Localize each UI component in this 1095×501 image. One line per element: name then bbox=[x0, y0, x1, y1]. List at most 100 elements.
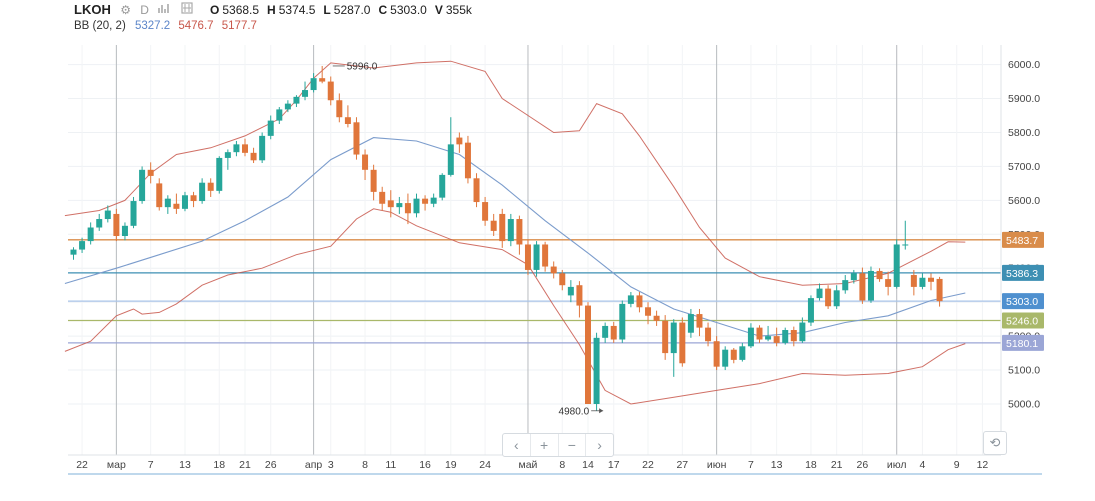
candle bbox=[190, 191, 197, 208]
candle bbox=[473, 173, 480, 208]
candle-body bbox=[224, 152, 231, 158]
candle bbox=[353, 117, 360, 160]
candle bbox=[87, 222, 94, 245]
candle-body bbox=[490, 220, 497, 231]
candle bbox=[499, 208, 506, 248]
bb-legend: BB (20, 2) 5327.2 5476.7 5177.7 bbox=[74, 20, 257, 32]
candle bbox=[928, 273, 934, 291]
candle-body bbox=[705, 327, 712, 342]
zoom-out-button[interactable]: − bbox=[559, 434, 587, 456]
candle-body bbox=[242, 144, 248, 153]
candle-body bbox=[859, 273, 866, 301]
candle-body bbox=[842, 280, 849, 291]
candle bbox=[567, 280, 574, 303]
scroll-left-button[interactable]: ‹ bbox=[503, 434, 531, 456]
candle-body bbox=[336, 100, 343, 118]
time-tick-label: 3 bbox=[328, 459, 334, 471]
candle-body bbox=[87, 227, 94, 242]
candle bbox=[542, 241, 549, 272]
candle-body bbox=[713, 341, 720, 367]
candle-body bbox=[756, 327, 763, 340]
candle bbox=[96, 213, 103, 231]
price-label-box bbox=[1002, 293, 1044, 310]
candle-body bbox=[233, 144, 240, 153]
candle-body bbox=[739, 346, 746, 360]
price-label-box bbox=[1002, 264, 1044, 281]
candle bbox=[645, 302, 652, 325]
candle-body bbox=[747, 327, 754, 347]
candle-body bbox=[216, 157, 223, 191]
price-tick-label: 5700.0 bbox=[1008, 161, 1040, 173]
candle bbox=[413, 193, 420, 218]
interval-label[interactable]: D bbox=[140, 3, 149, 17]
candle bbox=[370, 164, 377, 201]
ohlc-value: 5368.5 bbox=[222, 3, 260, 17]
candle bbox=[113, 208, 120, 242]
time-tick-label: 9 bbox=[954, 459, 960, 471]
candle bbox=[867, 266, 874, 303]
candle-body bbox=[722, 349, 729, 367]
candle bbox=[670, 319, 677, 377]
candle-body bbox=[430, 197, 437, 204]
candle bbox=[773, 327, 780, 347]
candle-body bbox=[319, 78, 326, 82]
bar-chart-icon[interactable] bbox=[158, 3, 174, 17]
candle-body bbox=[567, 286, 574, 296]
candle-body bbox=[370, 169, 377, 192]
time-tick-label: 14 bbox=[582, 459, 594, 471]
time-tick-label: 19 bbox=[445, 459, 457, 471]
candle bbox=[893, 239, 900, 289]
symbol-label[interactable]: LKOH bbox=[74, 2, 111, 17]
reset-chart-button[interactable]: ⟲ bbox=[983, 431, 1007, 455]
candle-body bbox=[413, 198, 420, 214]
candle-body bbox=[910, 275, 917, 287]
candle-body bbox=[627, 295, 634, 304]
annotation-arrowhead bbox=[599, 408, 604, 414]
candle bbox=[207, 178, 214, 197]
candle-body bbox=[524, 244, 531, 270]
candle bbox=[216, 156, 223, 194]
price-label-text: 5180.1 bbox=[1006, 338, 1038, 350]
candle-body bbox=[121, 225, 128, 236]
candle-body bbox=[79, 241, 86, 250]
candle bbox=[362, 149, 369, 180]
candle bbox=[430, 193, 437, 208]
candle-body bbox=[96, 219, 103, 228]
candle-body bbox=[207, 182, 214, 191]
candle bbox=[602, 322, 609, 343]
candle-body bbox=[893, 244, 900, 287]
candle bbox=[550, 261, 557, 279]
candle bbox=[490, 213, 497, 236]
candle-body bbox=[679, 322, 686, 364]
compare-icon[interactable] bbox=[181, 2, 196, 17]
annotation-label: 4980.0 bbox=[559, 406, 590, 417]
scroll-right-button[interactable]: › bbox=[597, 437, 602, 453]
zoom-in-button[interactable]: + bbox=[531, 434, 559, 456]
price-axis: 5000.05100.05200.05300.05400.05500.05600… bbox=[1000, 45, 1040, 455]
candle-body bbox=[533, 244, 540, 270]
candle-body bbox=[825, 288, 832, 307]
ohlc-value: 5303.0 bbox=[390, 3, 427, 17]
time-tick-label: 17 bbox=[608, 459, 620, 471]
time-tick-label: июл bbox=[887, 459, 907, 471]
candle-body bbox=[807, 298, 814, 323]
candle bbox=[799, 317, 806, 343]
bb-name[interactable]: BB (20, 2) bbox=[74, 20, 126, 32]
candle-body bbox=[636, 295, 643, 308]
gear-icon[interactable]: ⚙ bbox=[120, 3, 131, 17]
time-tick-label: 22 bbox=[76, 459, 88, 471]
candle-body bbox=[850, 273, 857, 281]
candle-body bbox=[816, 288, 823, 299]
candle bbox=[181, 191, 188, 212]
time-tick-label: июн bbox=[707, 459, 727, 471]
price-tick-label: 5600.0 bbox=[1008, 195, 1040, 207]
candle-body bbox=[576, 285, 583, 306]
candle bbox=[610, 321, 617, 343]
price-label-box bbox=[1002, 334, 1044, 351]
time-tick-label: 22 bbox=[642, 459, 654, 471]
candle bbox=[387, 190, 394, 218]
bb-middle-line bbox=[64, 137, 966, 337]
candle-body bbox=[765, 336, 772, 340]
ohlc-values: O 5368.5 H 5374.5 L 5287.0 C 5303.0 V 355k bbox=[202, 3, 472, 17]
